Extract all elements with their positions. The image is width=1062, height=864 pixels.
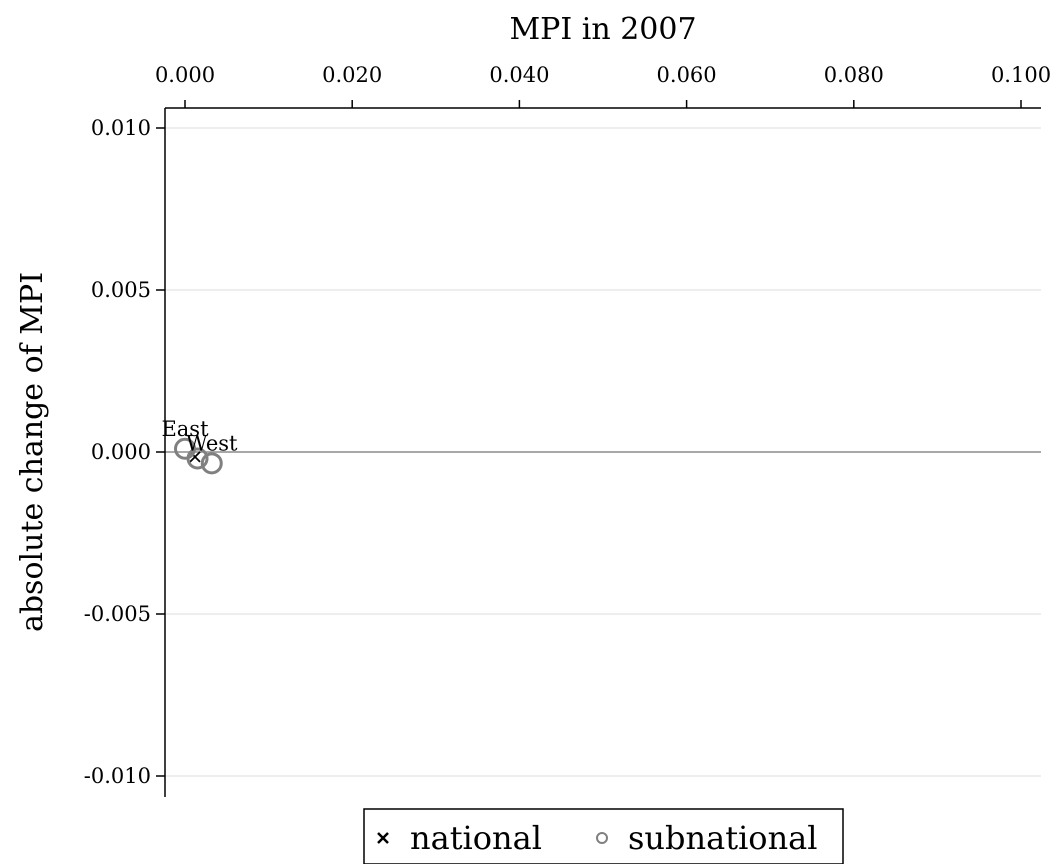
x-tick-label-4: 0.080 xyxy=(824,63,884,87)
axes: 0.000 0.020 0.040 0.060 0.080 0.100 0.010 0.005… xyxy=(84,63,1051,797)
y-axis-title: absolute change of MPI xyxy=(15,272,50,632)
point-label-0: East xyxy=(161,417,209,441)
y-tick-label-1: 0.005 xyxy=(91,278,151,302)
legend-label-national: national xyxy=(410,819,542,857)
point-subnational-1 xyxy=(186,447,209,470)
y-tick-label-3: -0.005 xyxy=(84,602,151,626)
legend-marker-circle xyxy=(596,832,608,844)
legend-item-subnational: subnational xyxy=(596,819,817,857)
legend-marker-cross-b xyxy=(377,832,389,844)
y-tick-label-4: -0.010 xyxy=(84,764,151,788)
point-subnational-2 xyxy=(200,452,223,475)
x-axis-title: MPI in 2007 xyxy=(509,12,696,47)
x-tick-label-5: 0.100 xyxy=(991,63,1051,87)
legend-item-national: national xyxy=(377,819,542,857)
x-tick-label-1: 0.020 xyxy=(322,63,382,87)
legend-box xyxy=(363,808,844,864)
legend-label-subnational: subnational xyxy=(628,819,817,857)
cross-b xyxy=(189,451,201,463)
grid-lines xyxy=(165,127,1041,777)
x-tick-label-0: 0.000 xyxy=(155,63,215,87)
x-tick-label-2: 0.040 xyxy=(489,63,549,87)
x-tick-label-3: 0.060 xyxy=(657,63,717,87)
point-label-2: West xyxy=(186,431,238,455)
y-tick-label-2: 0.000 xyxy=(91,440,151,464)
y-tick-label-0: 0.010 xyxy=(91,116,151,140)
legend: national subnational xyxy=(363,808,844,864)
